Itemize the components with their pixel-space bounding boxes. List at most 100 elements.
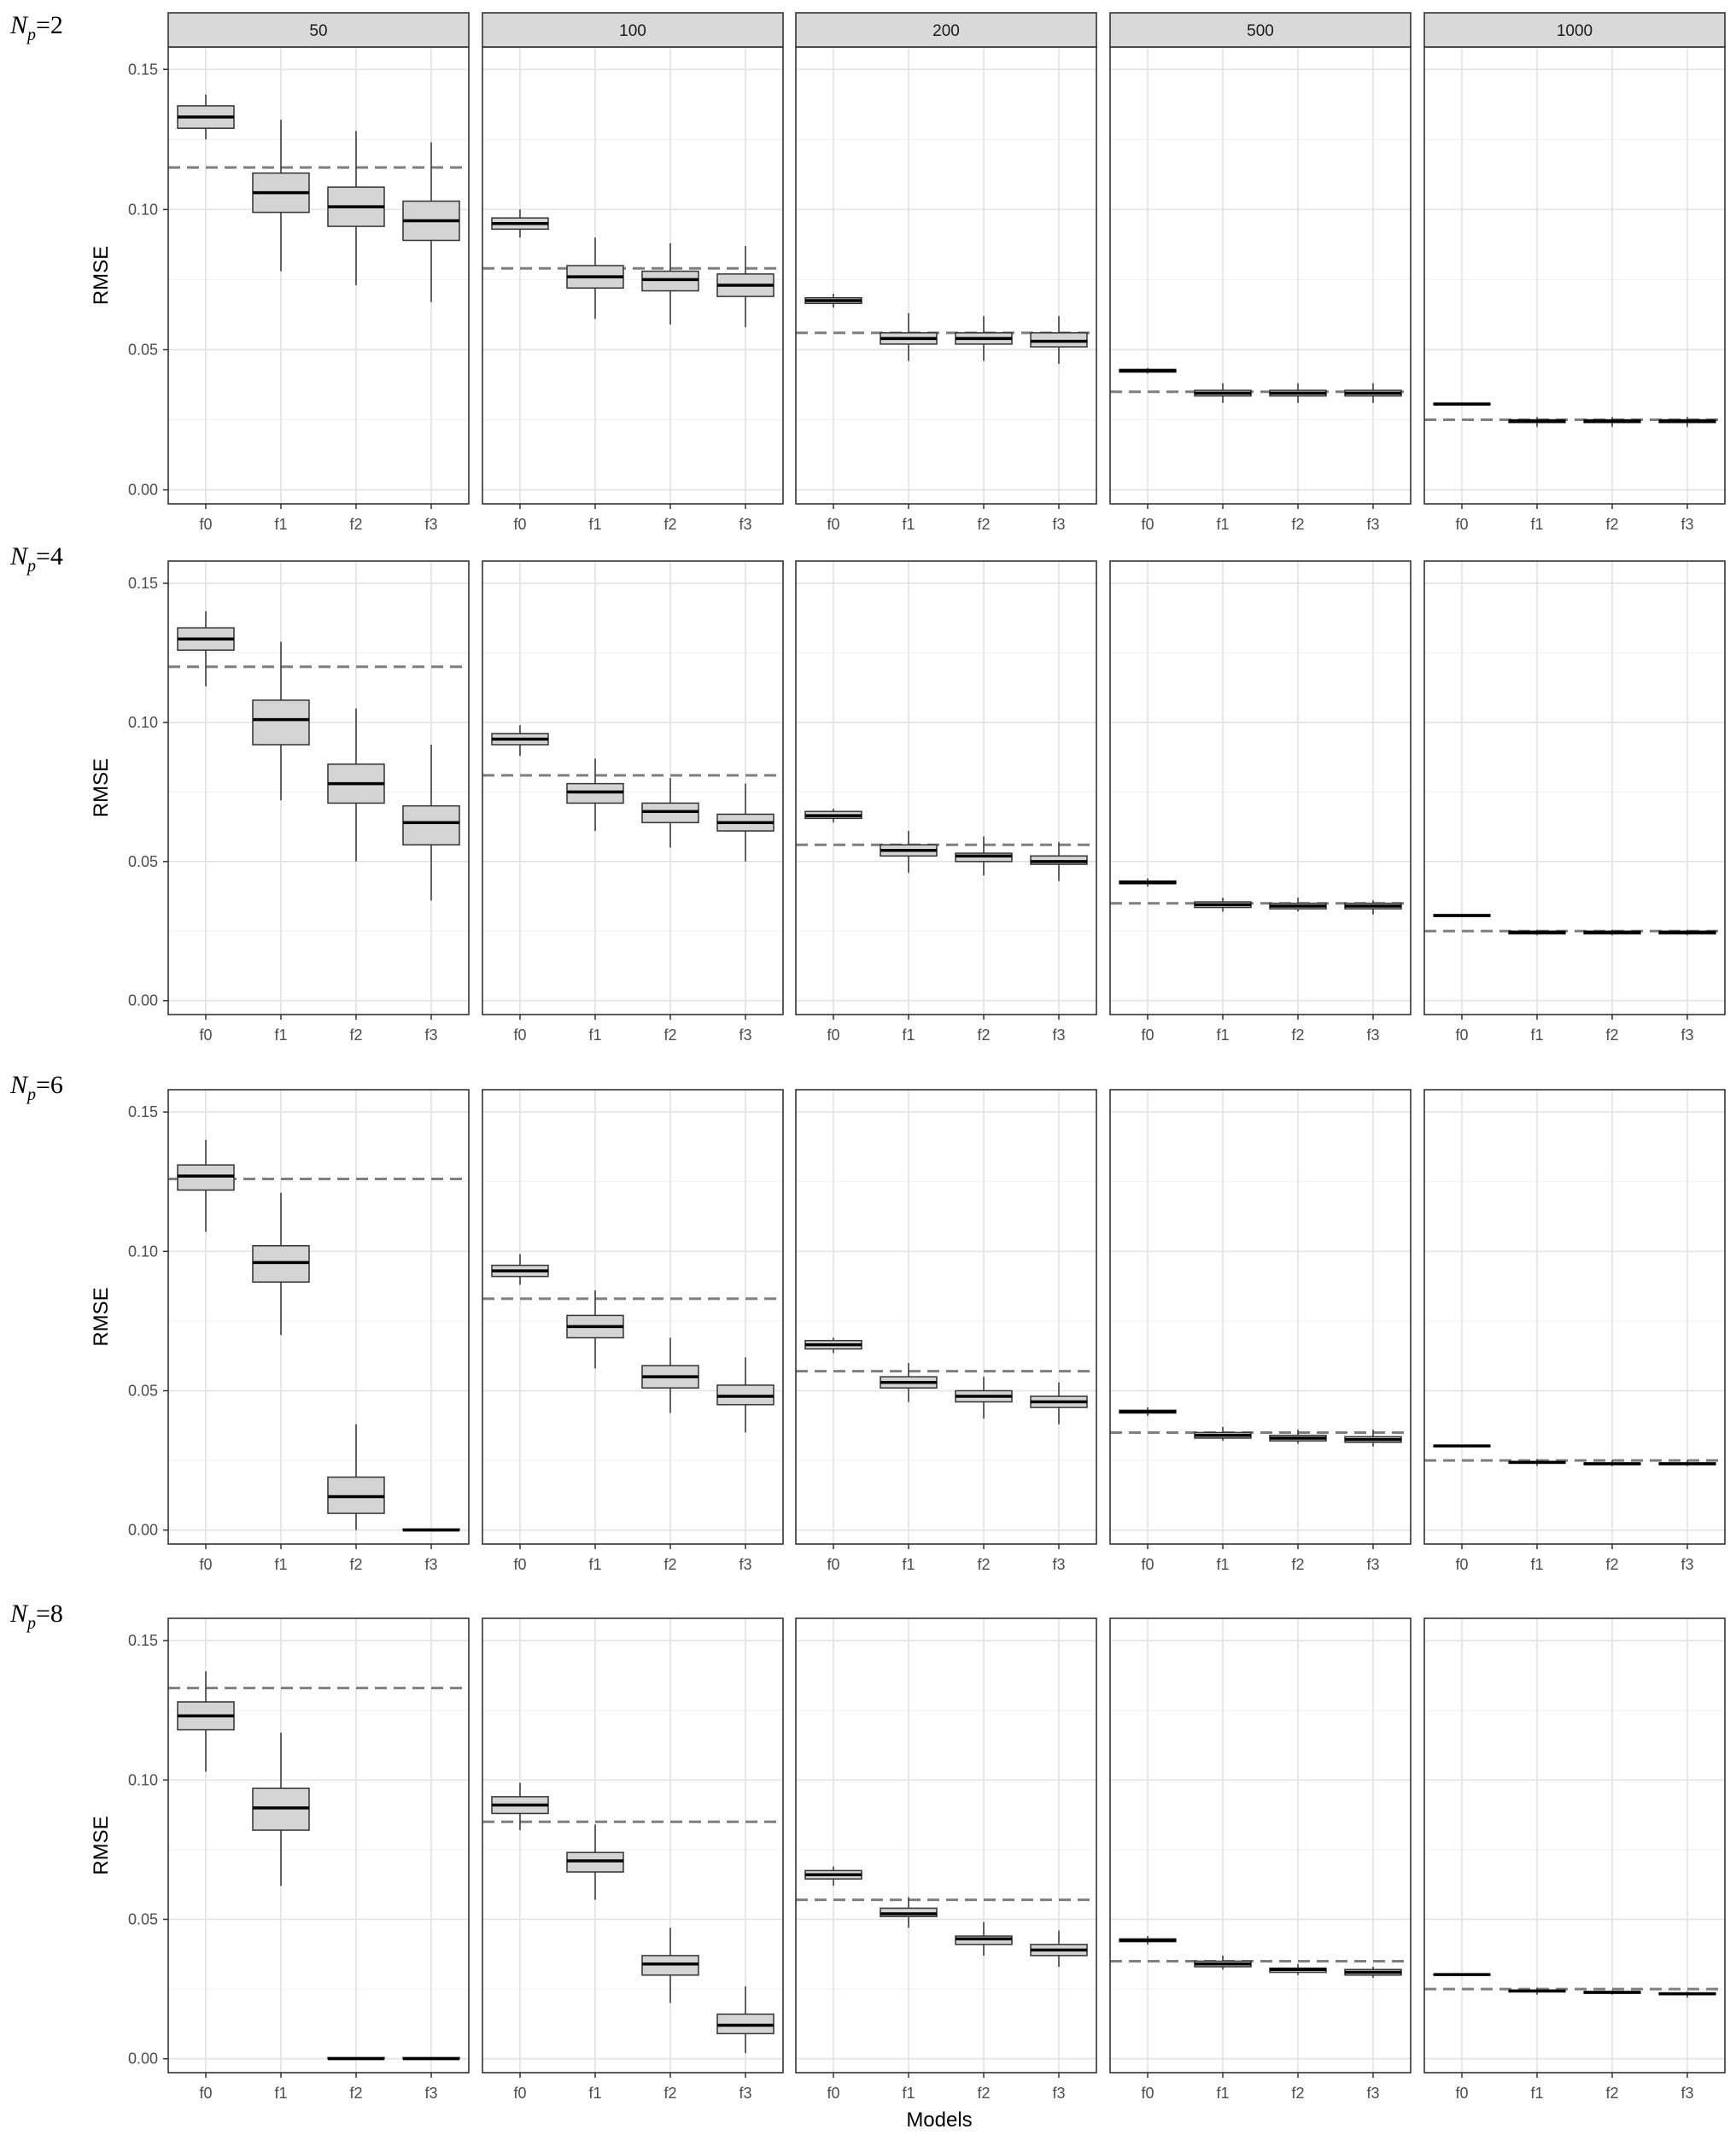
y-tick-label: 0.10	[128, 1243, 158, 1260]
row-label-n: N	[9, 1071, 29, 1099]
panel-background	[1424, 1618, 1725, 2073]
x-tick-label: f3	[1052, 1027, 1065, 1044]
x-tick-label: f2	[1291, 2085, 1304, 2102]
box-f2	[955, 1922, 1013, 1956]
box-f1	[880, 313, 938, 361]
x-tick-label: f3	[739, 1027, 751, 1044]
box-f0	[491, 209, 549, 238]
box-f1	[1508, 929, 1566, 936]
box-f1	[1194, 1955, 1252, 1970]
panel-background	[1424, 47, 1725, 504]
box-f1	[1508, 1459, 1566, 1466]
y-tick-label: 0.05	[128, 1382, 158, 1399]
panel-background	[1110, 1618, 1411, 2073]
x-tick-label: f2	[977, 516, 990, 533]
x-tick-label: f0	[827, 1027, 839, 1044]
facet-panel: f0 f1 f2 f3 500	[1109, 12, 1412, 533]
row-label-eq: =4	[36, 542, 63, 570]
box-f3	[1658, 417, 1716, 427]
y-axis-title: RMSE	[90, 758, 113, 817]
x-tick-label: f2	[977, 1027, 990, 1044]
box-f1	[566, 758, 624, 831]
x-tick-label: f1	[588, 1027, 601, 1044]
box-f3	[402, 142, 460, 302]
box-f2	[1269, 383, 1327, 403]
box-f3	[716, 783, 774, 862]
x-tick-label: f0	[1455, 1556, 1468, 1573]
box-f0	[1433, 1973, 1491, 1976]
box-f2	[327, 1424, 385, 1530]
x-axis-title: Models	[906, 2109, 972, 2132]
x-tick-label: f0	[199, 1556, 212, 1573]
x-tick-label: f0	[199, 2085, 212, 2102]
panel-border	[1109, 1089, 1412, 1545]
box-f2	[955, 316, 1013, 361]
box-f2	[1269, 898, 1327, 912]
facet-panel: f0 f1 f2 f3 200	[795, 12, 1097, 533]
x-tick-label: f0	[199, 516, 212, 533]
box-f3	[402, 2056, 460, 2061]
box-f3	[1030, 316, 1088, 364]
panel-border	[1423, 1617, 1726, 2074]
box-f1	[1194, 1426, 1252, 1442]
x-tick-label: f1	[1216, 1556, 1229, 1573]
panel-background	[796, 47, 1096, 504]
panel-background	[1424, 561, 1725, 1015]
panel-border	[167, 1617, 470, 2074]
x-tick-label: f0	[1141, 1556, 1154, 1573]
box-f0	[804, 808, 862, 823]
x-tick-label: f0	[1455, 1027, 1468, 1044]
x-tick-label: f0	[827, 2085, 839, 2102]
box-f3	[1344, 383, 1402, 403]
x-tick-label: f3	[1680, 2085, 1693, 2102]
box-f3	[402, 1528, 460, 1532]
panel-border	[1423, 560, 1726, 1015]
y-tick-label: 0.15	[128, 575, 158, 592]
row-label-sub: p	[26, 1085, 36, 1104]
box-f2	[641, 1337, 699, 1413]
box-f0	[804, 1866, 862, 1886]
x-tick-label: f3	[1052, 2085, 1065, 2102]
box-f0	[177, 94, 235, 140]
row-label-sub: p	[26, 557, 36, 576]
facet-panel: f0 f1 f2 f3	[795, 1089, 1097, 1573]
x-tick-label: f1	[274, 2085, 287, 2102]
x-tick-label: f2	[349, 1556, 362, 1573]
row-label-n: N	[9, 1600, 29, 1628]
x-tick-label: f3	[424, 516, 437, 533]
panel-background	[168, 1090, 469, 1544]
box-f0	[491, 1782, 549, 1831]
row-label-eq: =6	[36, 1071, 63, 1099]
x-tick-label: f1	[588, 1556, 601, 1573]
facet-panel: f0 f1 f2 f3 1000	[1423, 12, 1726, 533]
box-f2	[1269, 1963, 1327, 1975]
y-tick-label: 0.10	[128, 201, 158, 218]
box-f1	[1508, 1987, 1566, 1995]
box-f0	[1119, 1936, 1177, 1945]
facet-strip-label: 1000	[1557, 22, 1593, 40]
facet-strip-label: 50	[309, 22, 327, 40]
panel-background	[796, 1618, 1096, 2073]
panel-border	[482, 1617, 784, 2074]
x-tick-label: f2	[1291, 516, 1304, 533]
x-tick-label: f3	[424, 1556, 437, 1573]
x-tick-label: f0	[513, 1027, 526, 1044]
row-label-sub: p	[26, 26, 36, 44]
x-tick-label: f2	[1291, 1556, 1304, 1573]
box-f0	[1119, 367, 1177, 374]
box-f2	[1583, 929, 1641, 936]
box-f2	[1583, 1460, 1641, 1466]
x-tick-label: f1	[274, 1027, 287, 1044]
box-f1	[566, 237, 624, 319]
box-f2	[1583, 417, 1641, 427]
box-f0	[1433, 402, 1491, 407]
x-tick-label: f2	[1605, 1556, 1618, 1573]
box-f2	[641, 243, 699, 325]
box-f0	[177, 1139, 235, 1232]
x-tick-label: f0	[513, 516, 526, 533]
x-tick-label: f2	[663, 1027, 676, 1044]
y-axis-title: RMSE	[90, 1287, 113, 1346]
box-f0	[1433, 914, 1491, 917]
x-tick-label: f3	[1052, 1556, 1065, 1573]
row-label: Np=8	[9, 1600, 63, 1633]
